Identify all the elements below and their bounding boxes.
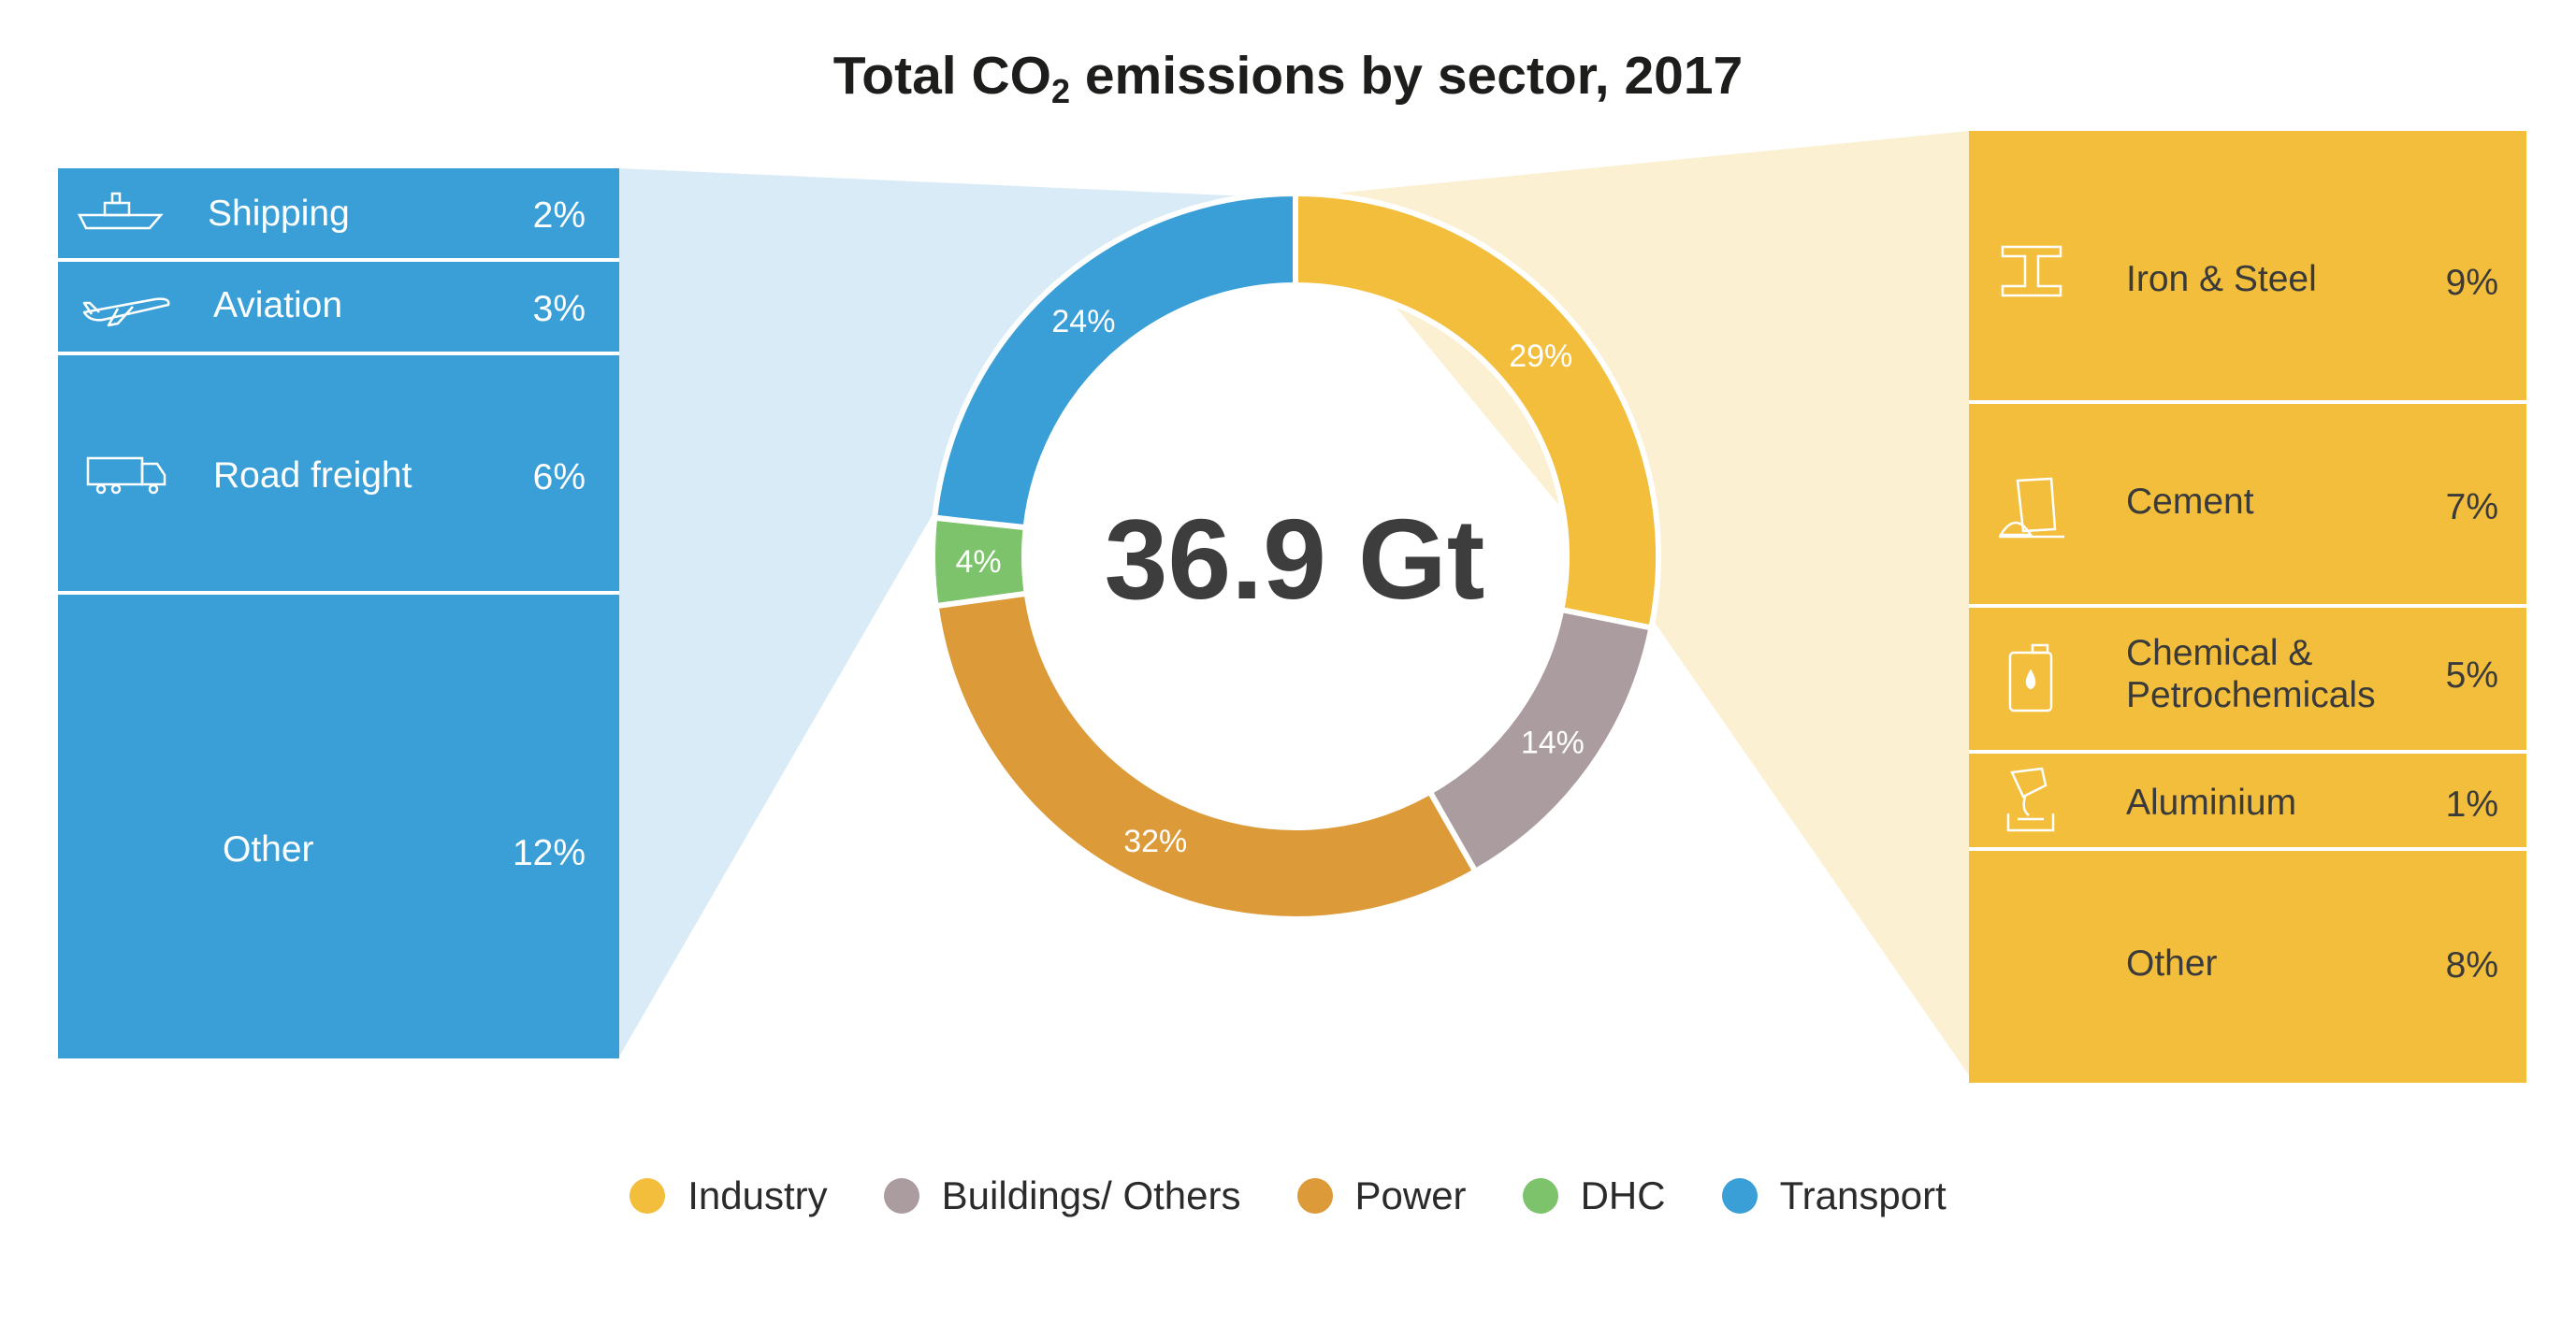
industry-row-aluminium: Aluminium 1% [1969, 754, 2526, 847]
industry-pct-aluminium: 1% [2445, 784, 2498, 825]
transport-label-aviation: Aviation [213, 285, 343, 325]
ship-icon [77, 191, 166, 237]
truck-icon [86, 454, 166, 500]
transport-pct-other: 12% [512, 833, 586, 873]
industry-label-other: Other [2126, 943, 2218, 984]
industry-pct-chemical: 5% [2445, 655, 2498, 696]
transport-pct-road-freight: 6% [532, 457, 586, 497]
transport-row-aviation: Aviation 3% [58, 262, 619, 352]
steel-beam-icon [1999, 243, 2064, 304]
industry-row-cement: Cement 7% [1969, 404, 2526, 604]
slice-transport [931, 190, 1298, 531]
slice-power [933, 590, 1480, 922]
legend-swatch-buildings [883, 1178, 919, 1214]
title-text: Total CO [832, 46, 1051, 106]
legend-label-buildings: Buildings/ Others [941, 1173, 1241, 1217]
transport-pct-aviation: 3% [532, 289, 586, 329]
industry-pct-iron-steel: 9% [2445, 263, 2498, 303]
legend-swatch-power [1296, 1178, 1333, 1214]
chemical-container-icon [2006, 643, 2055, 719]
legend-item-industry: Industry [630, 1173, 828, 1218]
transport-pct-shipping: 2% [532, 195, 586, 236]
transport-label-road-freight: Road freight [213, 455, 412, 496]
slice-label-industry: 29% [1509, 338, 1572, 374]
industry-label-cement: Cement [2126, 482, 2254, 522]
center-total: 36.9 Gt [1105, 496, 1485, 623]
transport-breakdown-panel: Shipping 2% Aviation 3% Road freight 6% … [58, 168, 619, 1058]
slice-label-power: 32% [1123, 824, 1187, 859]
slice-label-transport: 24% [1051, 304, 1115, 339]
pouring-ladle-icon [2004, 765, 2057, 841]
chart-title: Total CO2 emissions by sector, 2017 [0, 45, 2576, 111]
donut-labels: 29% 14% 32% 4% 24% [955, 304, 1584, 859]
transport-connector [619, 168, 1291, 1057]
transport-row-shipping: Shipping 2% [58, 168, 619, 258]
industry-row-other: Other 8% [1969, 851, 2526, 1083]
transport-row-road-freight: Road freight 6% [58, 355, 619, 591]
legend-item-buildings: Buildings/ Others [883, 1173, 1241, 1218]
industry-label-iron-steel: Iron & Steel [2126, 259, 2317, 299]
transport-label-other: Other [223, 829, 314, 870]
legend-label-power: Power [1354, 1173, 1467, 1217]
industry-row-iron-steel: Iron & Steel 9% [1969, 131, 2526, 400]
industry-connector [1305, 131, 1969, 1075]
legend-item-dhc: DHC [1522, 1173, 1666, 1218]
legend-swatch-transport [1721, 1178, 1758, 1214]
industry-pct-other: 8% [2445, 945, 2498, 986]
industry-label-aluminium: Aluminium [2126, 783, 2297, 823]
transport-row-other: Other 12% [58, 595, 619, 1058]
legend-item-power: Power [1296, 1173, 1467, 1218]
donut-slices [930, 190, 1661, 922]
legend-label-dhc: DHC [1580, 1173, 1666, 1217]
transport-label-shipping: Shipping [208, 194, 350, 234]
cement-bag-icon [1997, 473, 2066, 545]
slice-label-dhc: 4% [955, 544, 1001, 580]
legend: Industry Buildings/ Others Power DHC Tra… [0, 1173, 2576, 1218]
airplane-icon [80, 284, 174, 332]
industry-label-petrochemicals: Petrochemicals [2126, 675, 2376, 715]
legend-item-transport: Transport [1721, 1173, 1946, 1218]
legend-swatch-dhc [1522, 1178, 1558, 1214]
slice-label-buildings-others: 14% [1521, 725, 1585, 760]
legend-label-industry: Industry [687, 1173, 828, 1217]
slice-industry [1293, 190, 1661, 631]
industry-pct-cement: 7% [2445, 487, 2498, 527]
industry-label-chemical: Chemical & [2126, 633, 2313, 673]
industry-breakdown-panel: Iron & Steel 9% Cement 7% Chemical & Pet… [1969, 131, 2526, 1083]
title-subscript: 2 [1050, 72, 1071, 110]
title-text-rest: emissions by sector, 2017 [1070, 46, 1744, 106]
legend-label-transport: Transport [1779, 1173, 1946, 1217]
industry-row-chemical: Chemical & Petrochemicals 5% [1969, 608, 2526, 750]
legend-swatch-industry [630, 1178, 666, 1214]
